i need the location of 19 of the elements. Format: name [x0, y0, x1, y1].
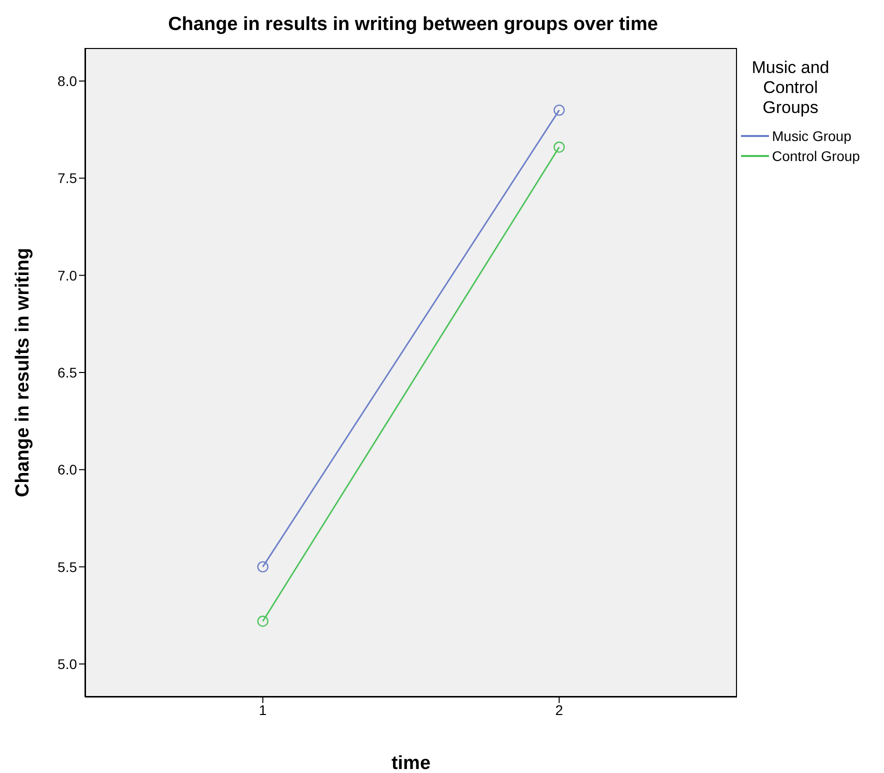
y-tick-label: 7.0 [58, 267, 78, 284]
y-tick-label: 7.5 [58, 170, 78, 186]
x-tick-label: 1 [258, 702, 267, 718]
point [257, 561, 268, 572]
y-tick-label: 5.0 [58, 656, 78, 672]
y-tick-label: 6.0 [58, 462, 78, 478]
chart-title: Change in results in writing between groups over time [167, 14, 659, 36]
x-tick-label: 2 [555, 702, 564, 718]
x-axis-title: time [391, 753, 431, 773]
point [257, 616, 268, 627]
legend-label: Music Group [772, 128, 852, 144]
y-tick-label: 6.5 [58, 364, 78, 380]
y-tick-label: 5.5 [58, 558, 78, 575]
y-tick-label: 8.0 [58, 73, 78, 90]
y-axis-title: Change in results in writing [12, 248, 34, 498]
legend-label: Control Group [772, 148, 860, 164]
point [554, 142, 565, 153]
legend-title: Music and Control Groups [750, 58, 830, 118]
point [554, 104, 565, 116]
